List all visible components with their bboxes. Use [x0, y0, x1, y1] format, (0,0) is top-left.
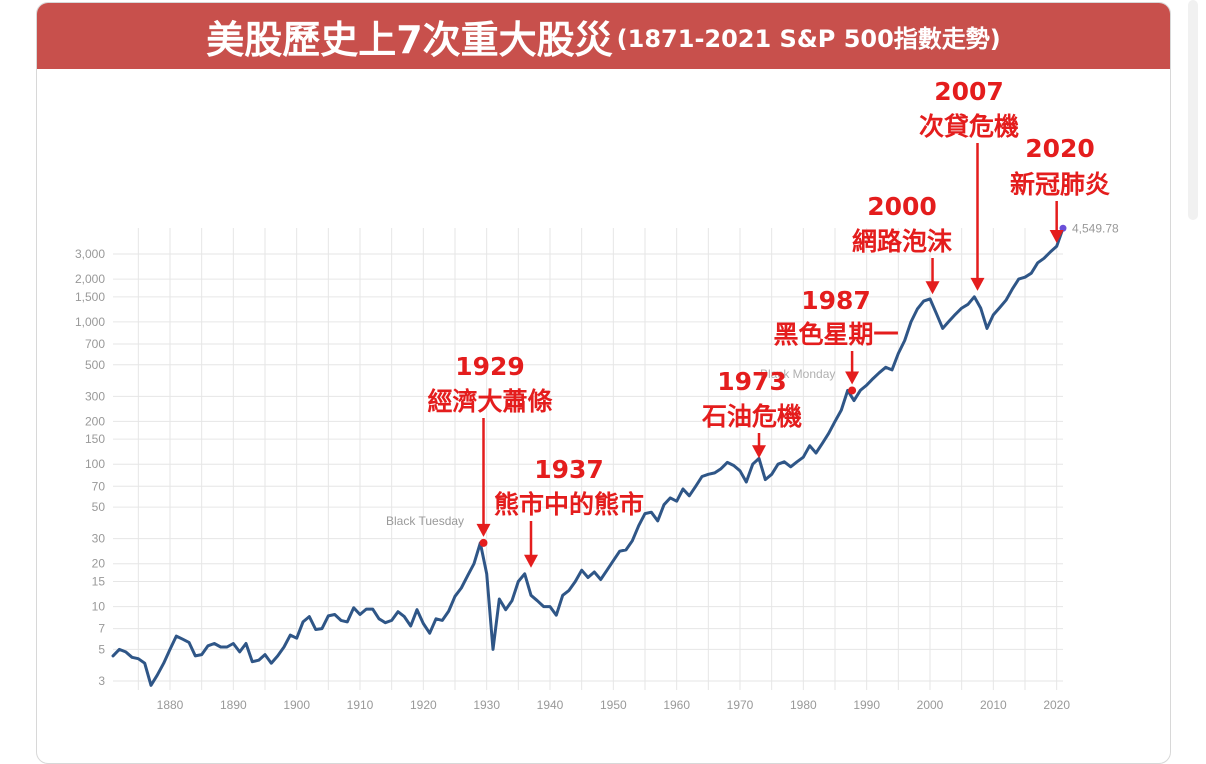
- x-tick-label: 1890: [220, 698, 247, 712]
- y-tick-label: 10: [92, 600, 106, 614]
- black-tuesday-label: Black Tuesday: [386, 514, 464, 528]
- crash-annotation-1987: 1987 黑色星期一: [773, 286, 899, 385]
- crash-year-label: 1937: [534, 455, 604, 484]
- crash-name-label: 黑色星期一: [773, 320, 898, 349]
- x-tick-label: 1980: [790, 698, 817, 712]
- title-banner: 美股歷史上7次重大股災 (1871-2021 S&P 500指數走勢): [37, 3, 1170, 69]
- crash-annotation-1973: 1973 石油危機: [701, 367, 802, 459]
- x-tick-label: 1910: [347, 698, 374, 712]
- y-tick-label: 5: [98, 642, 105, 656]
- y-tick-label: 100: [85, 457, 105, 471]
- crash-year-label: 2007: [934, 77, 1004, 106]
- y-tick-label: 15: [92, 575, 106, 589]
- chart-title: 美股歷史上7次重大股災: [206, 17, 613, 62]
- crash-annotations: 1929 經濟大蕭條 1937 熊市中的熊市 1973 石油危機 1987 黑色星期一 2000…: [427, 77, 1110, 568]
- series-layer: [111, 224, 1067, 687]
- x-tick-label: 1920: [410, 698, 437, 712]
- y-tick-label: 300: [85, 389, 105, 403]
- crash-year-label: 2000: [867, 192, 937, 221]
- x-tick-label: 1950: [600, 698, 627, 712]
- grid: [113, 228, 1063, 690]
- x-tick-label: 1960: [663, 698, 690, 712]
- x-tick-label: 1880: [157, 698, 184, 712]
- y-axis-ticks: 3 5 7 10 15 20 30 50 70 100 150 200 300 500 700 1,000 1,…: [75, 247, 105, 688]
- point-labels: 4,549.78 Black Tuesday Black Monday: [386, 221, 1119, 528]
- y-tick-label: 200: [85, 414, 105, 428]
- crash-name-label: 新冠肺炎: [1010, 170, 1110, 199]
- crash-arrow-head: [845, 371, 860, 385]
- x-tick-label: 2010: [980, 698, 1007, 712]
- crash-year-label: 1973: [717, 367, 787, 396]
- x-tick-label: 1990: [853, 698, 880, 712]
- scrollbar[interactable]: [1188, 0, 1198, 220]
- black-tuesday-marker: [479, 538, 488, 547]
- crash-annotation-1929: 1929 經濟大蕭條: [427, 352, 553, 537]
- crash-year-label: 1929: [455, 352, 525, 381]
- x-tick-label: 2000: [917, 698, 944, 712]
- y-tick-label: 3: [98, 674, 105, 688]
- crash-year-label: 2020: [1025, 134, 1095, 163]
- crash-name-label: 網路泡沫: [852, 227, 952, 256]
- y-tick-label: 20: [92, 557, 106, 571]
- x-tick-label: 2020: [1043, 698, 1070, 712]
- y-tick-label: 3,000: [75, 247, 105, 261]
- sp500-line: [111, 226, 1065, 687]
- crash-annotation-2000: 2000 網路泡沫: [852, 192, 952, 295]
- crash-arrow-head: [524, 554, 538, 568]
- crash-arrow-head: [1049, 230, 1064, 244]
- x-tick-label: 1940: [537, 698, 564, 712]
- y-tick-label: 500: [85, 358, 105, 372]
- crash-name-label: 熊市中的熊市: [494, 490, 644, 519]
- y-tick-label: 700: [85, 337, 105, 351]
- x-tick-label: 1930: [473, 698, 500, 712]
- crash-arrow-head: [970, 277, 985, 291]
- x-tick-label: 1900: [283, 698, 310, 712]
- y-tick-label: 1,500: [75, 290, 105, 304]
- crash-name-label: 次貸危機: [919, 112, 1019, 141]
- x-tick-label: 1970: [727, 698, 754, 712]
- y-tick-label: 7: [98, 622, 105, 636]
- crash-annotation-1937: 1937 熊市中的熊市: [494, 455, 644, 568]
- crash-name-label: 石油危機: [701, 402, 802, 431]
- crash-arrow-head: [476, 523, 491, 537]
- chart-svg: 3 5 7 10 15 20 30 50 70 100 150 200 300 500 700 1,000 1,…: [75, 77, 1119, 712]
- crash-annotation-2007: 2007 次貸危機: [919, 77, 1019, 291]
- y-tick-label: 1,000: [75, 315, 105, 329]
- last-point-marker: [1059, 224, 1067, 232]
- y-tick-label: 70: [92, 479, 106, 493]
- crash-name-label: 經濟大蕭條: [427, 387, 552, 416]
- y-tick-label: 30: [92, 532, 106, 546]
- y-tick-label: 150: [85, 432, 105, 446]
- chart-card: 美股歷史上7次重大股災 (1871-2021 S&P 500指數走勢): [36, 2, 1171, 764]
- last-value-label: 4,549.78: [1072, 221, 1119, 235]
- crash-arrow-head: [925, 281, 940, 295]
- crash-annotation-2020: 2020 新冠肺炎: [1010, 134, 1110, 244]
- y-tick-label: 2,000: [75, 272, 105, 286]
- black-monday-label: Black Monday: [760, 367, 835, 381]
- crash-arrow-head: [752, 445, 766, 459]
- x-axis-ticks: 1880 1890 1900 1910 1920 1930 1940 1950 1960 1970…: [157, 698, 1071, 712]
- chart-subtitle: (1871-2021 S&P 500指數走勢): [616, 24, 1001, 53]
- y-tick-label: 50: [92, 500, 106, 514]
- black-monday-marker: [848, 386, 857, 395]
- crash-year-label: 1987: [801, 286, 871, 315]
